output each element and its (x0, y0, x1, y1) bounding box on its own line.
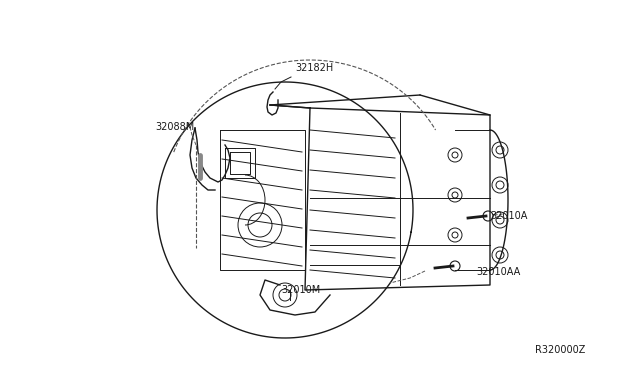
Text: 32010A: 32010A (490, 211, 527, 221)
Text: 32088M: 32088M (155, 122, 195, 132)
Text: R320000Z: R320000Z (534, 345, 585, 355)
Text: 32182H: 32182H (295, 63, 333, 73)
Text: 32010M: 32010M (281, 285, 320, 295)
Text: 32010AA: 32010AA (476, 267, 520, 277)
